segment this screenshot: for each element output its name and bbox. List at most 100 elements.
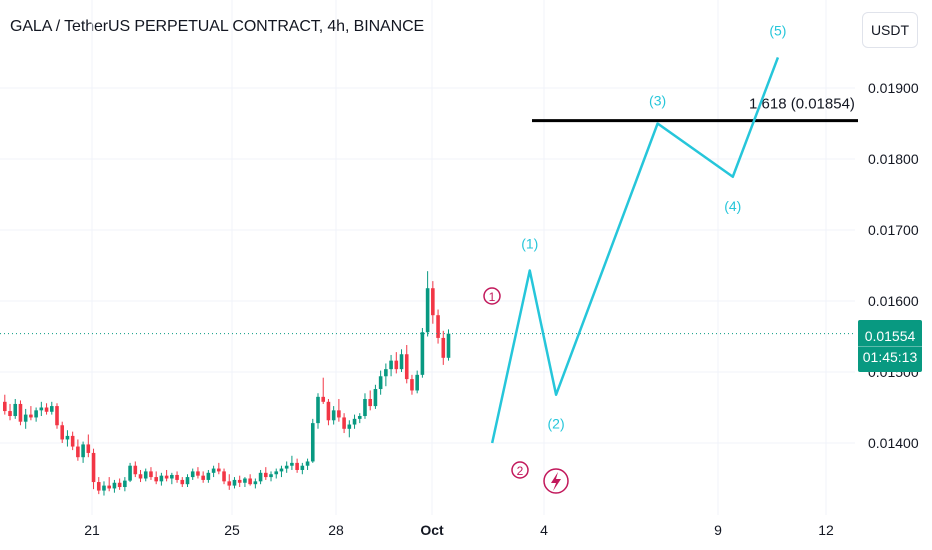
candle-body	[18, 403, 23, 422]
candle-body	[13, 403, 18, 417]
candle-body	[295, 462, 299, 470]
candle-body	[363, 398, 367, 417]
x-tick-label: 25	[224, 522, 240, 538]
candle-body	[164, 475, 169, 479]
candle-body	[389, 360, 393, 370]
candle-body	[316, 396, 320, 424]
candle-body	[248, 478, 252, 485]
x-axis: 21 25 28 Oct 4 9 12	[84, 522, 834, 538]
wave-marker-circle	[511, 461, 529, 479]
wave-label: (2)	[548, 416, 565, 432]
candle-body	[410, 379, 414, 391]
candle-body	[76, 446, 80, 458]
candle-body	[446, 333, 451, 358]
candle-body	[65, 435, 70, 440]
candle-body	[170, 474, 174, 479]
candle-body	[117, 482, 122, 488]
candle-body	[201, 475, 205, 480]
y-tick-label: 0.01400	[868, 435, 919, 451]
candle-body	[49, 406, 54, 412]
x-tick-label: 28	[328, 522, 344, 538]
candle-body	[81, 444, 85, 458]
candle-body	[425, 288, 430, 333]
candle-body	[159, 475, 164, 482]
elliott-wave-path	[490, 57, 780, 444]
y-axis: 0.014000.015000.016000.017000.018000.019…	[868, 80, 919, 451]
candle-body	[70, 435, 75, 447]
candle-body	[102, 485, 106, 491]
candle-body	[420, 332, 425, 375]
candle-body	[91, 452, 96, 483]
candle-body	[86, 444, 91, 453]
last-price-label: 0.01554 01:45:13	[858, 320, 922, 372]
candle-body	[305, 461, 310, 466]
candle-body	[149, 471, 153, 478]
candle-body	[378, 376, 383, 390]
candle-body	[96, 482, 101, 491]
candle-body	[321, 396, 326, 402]
candle-body	[128, 465, 132, 481]
candle-body	[222, 471, 226, 482]
candle-body	[269, 474, 273, 478]
candle-body	[431, 288, 435, 316]
wave-label: (3)	[649, 93, 666, 109]
candle-body	[404, 354, 409, 380]
last-price-value: 0.01554	[864, 327, 916, 344]
candle-body	[34, 410, 38, 418]
wave-marker-label: 1	[489, 290, 496, 304]
candle-body	[415, 374, 419, 391]
candle-body	[394, 360, 399, 370]
candle-body	[217, 468, 221, 472]
fib-level-label: 1.618 (0.01854)	[749, 96, 855, 113]
candle-body	[290, 462, 294, 466]
candle-body	[133, 465, 138, 475]
x-tick-label: 4	[540, 522, 548, 538]
candle-body	[123, 480, 127, 488]
x-tick-label: 9	[714, 522, 722, 538]
wave-label: (1)	[521, 235, 538, 251]
currency-selector[interactable]: USDT	[862, 12, 918, 48]
wave-marker-circle	[483, 287, 501, 305]
candle-body	[347, 424, 352, 429]
candle-body	[227, 481, 232, 486]
grid	[0, 0, 855, 515]
candle-body	[352, 418, 357, 425]
candle-body	[436, 315, 440, 338]
x-tick-label: Oct	[420, 522, 444, 538]
candle-body	[138, 474, 143, 479]
wave-marker-label: 2	[517, 464, 524, 478]
y-tick-label: 0.01600	[868, 293, 919, 309]
candle-body	[384, 369, 388, 377]
candle-body	[60, 425, 65, 440]
lightning-icon	[543, 468, 569, 494]
candle-body	[399, 354, 404, 370]
candle-body	[143, 471, 148, 479]
candle-body	[23, 414, 28, 422]
candle-body	[264, 472, 268, 478]
y-tick-label: 0.01900	[868, 80, 919, 96]
candle-body	[243, 478, 247, 483]
y-tick-label: 0.01800	[868, 151, 919, 167]
candle-body	[284, 465, 289, 469]
wave-label: (4)	[724, 198, 741, 214]
candle-body	[107, 485, 111, 489]
candle-body	[196, 471, 200, 476]
candle-body	[441, 337, 446, 358]
overlays: 1.618 (0.01854) (1) (2) (3) (4) (5) 1 2	[0, 22, 858, 494]
candle-body	[300, 465, 305, 470]
candle-body	[211, 468, 216, 473]
y-tick-label: 0.01700	[868, 222, 919, 238]
candle-body	[310, 423, 315, 462]
candle-body	[342, 417, 346, 429]
candle-body	[237, 479, 242, 483]
candle-body	[326, 401, 331, 421]
candle-body	[258, 472, 263, 482]
candle-body	[206, 472, 211, 480]
candle-body	[112, 482, 117, 489]
candle-body	[3, 401, 7, 412]
candle-body	[8, 411, 12, 417]
wave-label: (5)	[769, 22, 786, 38]
candle-body	[232, 479, 237, 486]
candle-body	[337, 410, 341, 418]
